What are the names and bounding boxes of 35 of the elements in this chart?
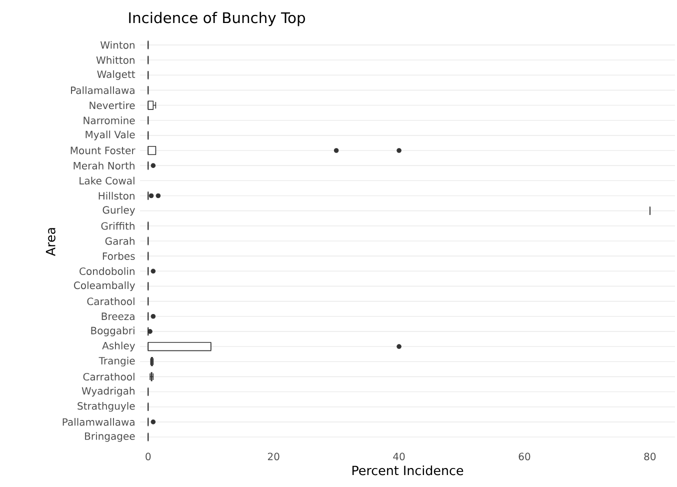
y-tick-label: Condobolin: [80, 267, 134, 276]
y-tick-label: Carathool: [87, 297, 134, 306]
y-tick-label: Bringagee: [85, 432, 135, 442]
y-tick-label: Coleambally: [74, 281, 136, 292]
y-tick-label: Ashley: [102, 342, 135, 352]
y-tick-label: Trangie: [98, 356, 135, 366]
y-tick-label: Strathguyle: [78, 402, 135, 412]
y-tick-label: Myall Vale: [86, 130, 135, 140]
y-tick-label: Pallamwallawa: [62, 418, 134, 426]
y-tick-label: Gurley: [102, 206, 135, 216]
x-tick-label: 20: [268, 452, 280, 460]
y-tick-label: Merah North: [74, 162, 134, 170]
x-tick-label: 0: [146, 452, 151, 460]
y-tick-label: Griffith: [101, 222, 134, 230]
y-tick-label: Pallamallawa: [71, 86, 134, 94]
chart-title: Incidence of Bunchy Top: [129, 12, 305, 26]
x-axis-title: Percent Incidence: [352, 465, 464, 476]
y-tick-label: Garah: [105, 237, 134, 245]
x-tick-label: 80: [644, 452, 656, 460]
y-tick-label: Wyadrigah: [82, 386, 134, 397]
y-tick-label: Walgett: [97, 70, 136, 80]
y-tick-label: Winton: [100, 41, 134, 49]
y-tick-label: Nevertire: [90, 101, 135, 110]
y-tick-label: Mount Foster: [70, 146, 136, 154]
y-tick-label: Breeza: [102, 312, 134, 320]
y-tick-label: Carrathool: [83, 372, 134, 381]
y-tick-label: Whitton: [96, 56, 134, 64]
x-tick-label: 60: [518, 452, 530, 460]
y-tick-label: Narromine: [84, 116, 135, 124]
y-tick-label: Forbes: [102, 252, 135, 260]
y-tick-label: Boggabri: [91, 326, 134, 336]
y-tick-label: Lake Cowal: [80, 176, 134, 185]
x-tick-label: 40: [393, 452, 405, 460]
y-axis-title: Area: [46, 228, 56, 256]
y-tick-label: Hillston: [98, 192, 134, 200]
